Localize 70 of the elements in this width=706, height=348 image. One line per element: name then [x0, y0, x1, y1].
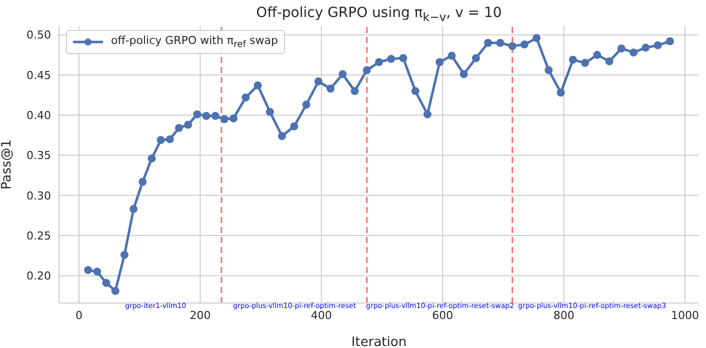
point	[93, 268, 102, 276]
y-tick-label: 0.35	[26, 149, 51, 162]
point	[314, 77, 322, 86]
point	[593, 50, 602, 59]
point	[399, 54, 408, 62]
point	[496, 38, 504, 47]
x-tick-label: 400	[310, 308, 332, 322]
x-axis-title: Iteration	[351, 335, 407, 348]
point	[220, 115, 228, 124]
point	[448, 52, 456, 60]
point	[423, 110, 432, 118]
point	[338, 70, 347, 78]
point	[230, 114, 238, 122]
x-tick-label: 800	[553, 308, 574, 322]
point	[202, 112, 210, 120]
point	[211, 112, 220, 120]
point	[520, 40, 528, 48]
point	[436, 58, 444, 66]
point	[484, 38, 492, 47]
point	[193, 110, 202, 118]
point	[460, 70, 468, 78]
point	[617, 44, 626, 52]
point	[175, 124, 183, 132]
point	[290, 122, 298, 130]
point	[138, 178, 147, 186]
point	[254, 81, 262, 90]
point	[148, 154, 156, 162]
y-tick-label: 0.30	[26, 189, 51, 202]
point	[184, 120, 192, 129]
y-axis-title: Pass@1	[0, 139, 15, 190]
point	[642, 44, 650, 52]
x-tick-label: 200	[190, 308, 211, 322]
chart-title: Off-policy GRPO using π$_{k−v}$, v = 10	[255, 5, 503, 24]
point	[532, 34, 541, 42]
point	[568, 56, 577, 64]
legend-label: off-policy GRPO with π$_{ref}$ swap	[111, 34, 278, 50]
point	[508, 42, 516, 50]
y-tick-label: 0.50	[26, 28, 51, 42]
point	[544, 66, 553, 74]
point	[350, 87, 359, 96]
y-tick-label: 0.20	[26, 270, 51, 283]
point	[387, 54, 396, 63]
point	[302, 100, 310, 109]
x-tick-label: 600	[432, 308, 454, 322]
y-tick-label: 0.40	[26, 109, 51, 122]
y-tick-label: 0.45	[26, 68, 51, 82]
y-tick-label: 0.25	[26, 229, 51, 242]
point	[581, 58, 590, 67]
point	[666, 37, 674, 46]
x-tick-label: 1000	[671, 308, 700, 322]
point	[362, 66, 371, 74]
point	[326, 84, 335, 93]
point	[84, 266, 92, 274]
point	[266, 108, 274, 116]
point	[630, 48, 638, 56]
point	[166, 135, 174, 144]
point	[278, 132, 286, 140]
point	[472, 54, 480, 62]
point	[556, 88, 565, 97]
point	[654, 41, 662, 50]
point	[411, 87, 420, 96]
point	[120, 250, 128, 259]
point	[156, 136, 165, 144]
point	[111, 286, 120, 295]
point	[605, 57, 614, 66]
point	[375, 58, 383, 66]
point	[242, 93, 250, 102]
point	[102, 278, 110, 287]
point	[130, 205, 138, 214]
x-tick-label: 0	[76, 308, 82, 322]
